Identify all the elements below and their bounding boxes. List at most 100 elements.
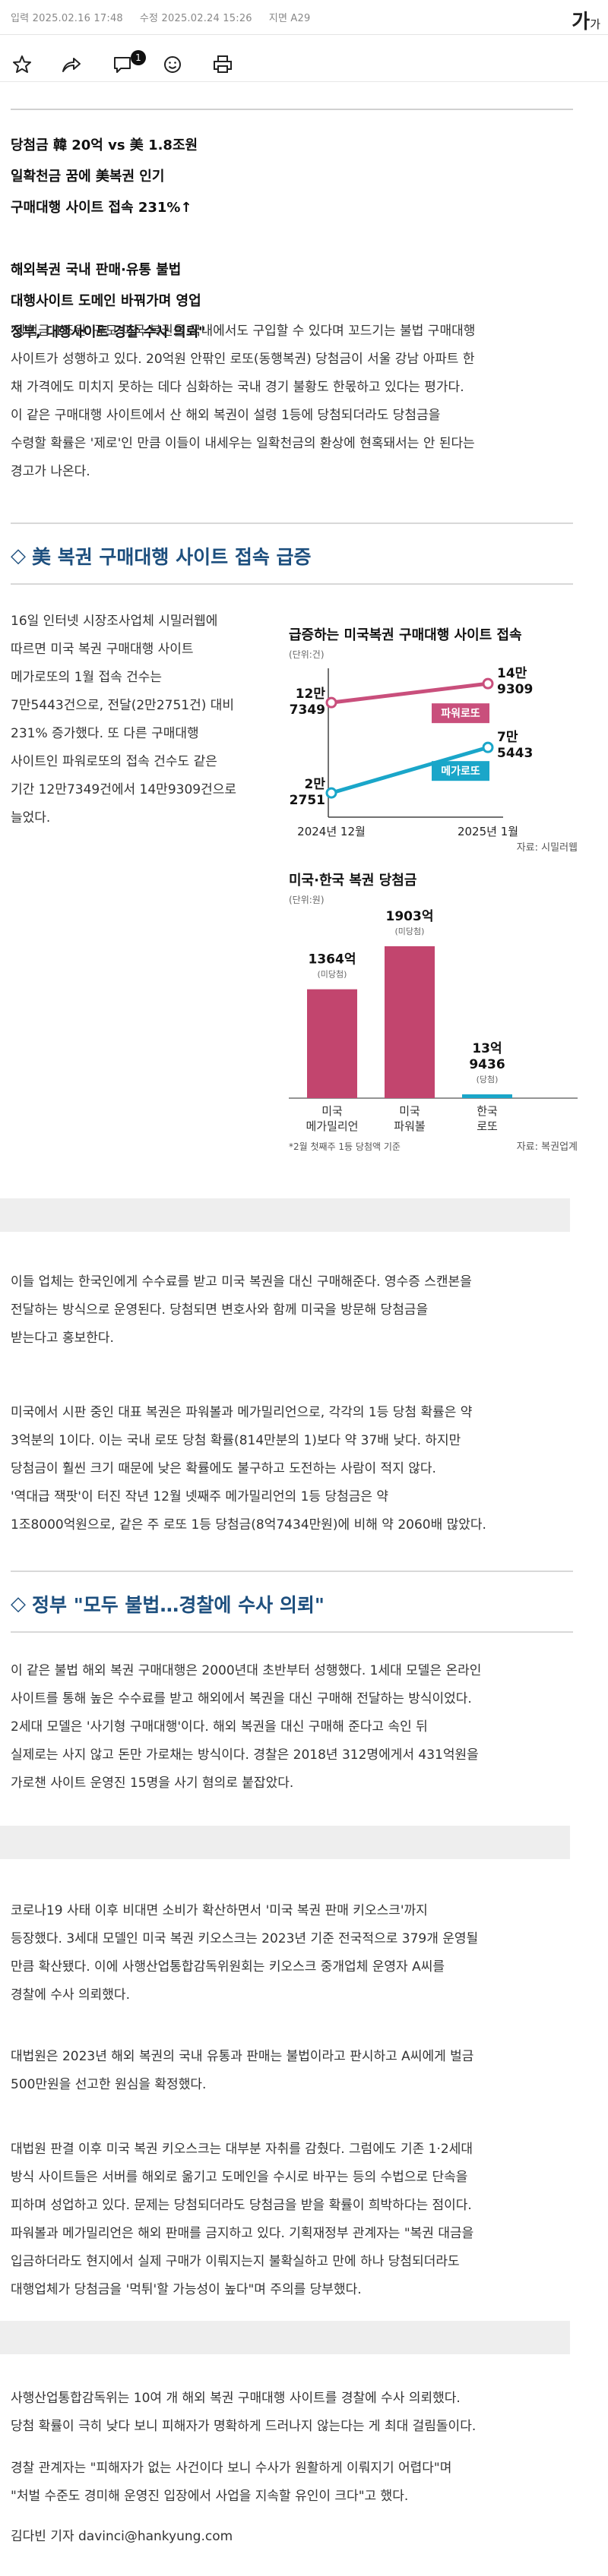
text-line: 피하며 성업하고 있다. 문제는 당첨되더라도 당첨금을 받을 확률이 희박하다…: [11, 2198, 472, 2213]
font-size-button[interactable]: 가가: [572, 6, 600, 34]
body-paragraph: '당첨금 1조원' 규모 미국 복권을 국내에서도 구입할 수 있다며 꼬드기는…: [11, 317, 590, 486]
text-line: 사행산업통합감독위는 10여 개 해외 복권 구매대행 사이트를 경찰에 수사 …: [11, 2391, 461, 2406]
bar: [462, 1094, 512, 1098]
bookmark-icon[interactable]: [11, 53, 33, 76]
text-line: 등장했다. 3세대 모델인 미국 복권 키오스크는 2023년 기준 전국적으로…: [11, 1931, 479, 1946]
body-paragraph: 대법원은 2023년 해외 복권의 국내 유통과 판매는 불법이라고 판시하고 …: [11, 2043, 590, 2099]
data-label: 7만 5443: [497, 730, 533, 761]
print-icon[interactable]: [211, 53, 234, 76]
bar: [307, 989, 357, 1098]
text-line: 231% 증가했다. 또 다른 구매대행: [11, 726, 199, 741]
text-line: 500만원을 선고한 원심을 확정했다.: [11, 2077, 207, 2092]
x-tick-label: 2025년 1월: [458, 825, 518, 838]
body-paragraph: 경찰 관계자는 "피해자가 없는 사건이다 보니 수사가 원활하게 이뤄지기 어…: [11, 2454, 590, 2511]
text-line: 만큼 확산됐다. 이에 사행산업통합감독위원회는 키오스크 중개업체 운영자 A…: [11, 1959, 445, 1975]
section-title-text: 정부 "모두 불법…경찰에 수사 의뢰": [32, 1594, 325, 1616]
text-line: 대법원 판결 이후 미국 복권 키오스크는 대부분 자취를 감췄다. 그럼에도 …: [11, 2142, 473, 2157]
section-divider: [11, 583, 573, 585]
ad-spacer-band: [0, 2321, 570, 2354]
bar-value-label: 1364억: [309, 952, 356, 968]
text-line: 파워볼과 메가밀리언은 해외 판매를 금지하고 있다. 기획재정부 관계자는 "…: [11, 2226, 474, 2241]
subheadline: 해외복권 국내 판매·유통 불법: [11, 262, 182, 278]
text-line: 16일 인터넷 시장조사업체 시밀러웹에: [11, 614, 218, 629]
text-line: 당첨금이 훨씬 크기 때문에 낮은 확률에도 불구하고 도전하는 사람이 적지 …: [11, 1461, 436, 1476]
article-subheadlines: 당첨금 韓 20억 vs 美 1.8조원 일확천금 꿈에 美복권 인기 구매대행…: [11, 109, 573, 348]
text-line: '당첨금 1조원' 규모 미국 복권을 국내에서도 구입할 수 있다며 꼬드기는…: [11, 324, 476, 339]
legend-label: 메가로또: [441, 766, 480, 778]
text-line: 대법원은 2023년 해외 복권의 국내 유통과 판매는 불법이라고 판시하고 …: [11, 2049, 474, 2064]
subheadline: 구매대행 사이트 접속 231%↑: [11, 200, 192, 216]
data-point: [482, 677, 494, 690]
text-line: 메가로또의 1월 접속 건수는: [11, 670, 163, 685]
text-line: 경고가 나온다.: [11, 464, 90, 479]
ad-spacer-band: [0, 1826, 570, 1859]
text-line: 이 같은 불법 해외 복권 구매대행은 2000년대 초반부터 성행했다. 1세…: [11, 1663, 482, 1678]
subheadline: 정부, 대행사이트 경찰 수사 의뢰": [11, 324, 206, 340]
legend-tag: [432, 703, 489, 724]
body-paragraph: 코로나19 사태 이후 비대면 소비가 확산하면서 '미국 복권 판매 키오스크…: [11, 1897, 590, 2009]
subheadline: 일확천금 꿈에 美복권 인기: [11, 169, 165, 185]
text-line: 채 가격에도 미치지 못하는 데다 심화하는 국내 경기 불황도 한몫하고 있다…: [11, 380, 464, 395]
text-line: 받는다고 홍보한다.: [11, 1331, 114, 1346]
text-line: 늘었다.: [11, 810, 51, 826]
share-icon[interactable]: [59, 53, 82, 76]
section-title: ◇ 美 복권 구매대행 사이트 접속 급증: [11, 542, 312, 570]
subheadline: 대행사이트 도메인 바꿔가며 영업: [11, 293, 201, 309]
body-paragraph: 이 같은 불법 해외 복권 구매대행은 2000년대 초반부터 성행했다. 1세…: [11, 1657, 590, 1798]
chart-footnote: *2월 첫째주 1등 당첨액 기준: [289, 1141, 401, 1152]
text-line: 미국에서 시판 중인 대표 복권은 파워볼과 메가밀리언으로, 각각의 1등 당…: [11, 1405, 473, 1420]
section-divider: [11, 1631, 573, 1633]
subheadline: 당첨금 韓 20억 vs 美 1.8조원: [11, 137, 198, 153]
data-point: [325, 696, 337, 709]
chart-source: 자료: 시밀러웹: [517, 842, 578, 854]
text-line: 수령할 확률은 '제로'인 만큼 이들이 내세우는 일확천금의 환상에 현혹돼서…: [11, 436, 475, 451]
text-line: 가로챈 사이트 운영진 15명을 사기 혐의로 붙잡았다.: [11, 1776, 294, 1791]
text-line: 경찰에 수사 의뢰했다.: [11, 1987, 130, 2003]
data-point: [482, 741, 494, 753]
comment-icon[interactable]: [111, 53, 134, 76]
bar: [385, 946, 435, 1098]
body-paragraph: 이들 업체는 한국인에게 수수료를 받고 미국 복권을 대신 구매해준다. 영수…: [11, 1268, 590, 1353]
text-line: 기간 12만7349건에서 14만9309건으로: [11, 782, 236, 797]
text-line: 코로나19 사태 이후 비대면 소비가 확산하면서 '미국 복권 판매 키오스크…: [11, 1903, 428, 1918]
series-line: [331, 681, 489, 705]
text-line: 실제로는 사지 않고 돈만 가로채는 방식이다. 경찰은 2018년 312명에…: [11, 1747, 479, 1763]
comment-count-badge: 1: [131, 50, 146, 65]
created-date: 입력 2025.02.16 17:48: [11, 13, 123, 24]
emoji-icon[interactable]: [161, 53, 184, 76]
chart-source: 자료: 복권업계: [517, 1141, 578, 1153]
bar-value-note: (미당첨): [395, 927, 425, 936]
text-line: 사이트가 성행하고 있다. 20억원 안팎인 로또(동행복권) 당첨금이 서울 …: [11, 352, 475, 367]
text-line: 대행업체가 당첨금을 '먹튀'할 가능성이 높다"며 주의를 당부했다.: [11, 2282, 362, 2297]
text-line: 2세대 모델은 '사기형 구매대행'이다. 해외 복권을 대신 구매해 준다고 …: [11, 1719, 428, 1735]
byline: 김다빈 기자 davinci@hankyung.com: [11, 2529, 233, 2544]
data-label: 12만 7349: [290, 687, 326, 718]
section-title-text: 美 복권 구매대행 사이트 접속 급증: [32, 546, 312, 568]
chart-unit-label: (단위:원): [289, 895, 325, 905]
data-point: [325, 787, 337, 799]
section-divider: [11, 522, 573, 524]
body-paragraph: 미국에서 시판 중인 대표 복권은 파워볼과 메가밀리언으로, 각각의 1등 당…: [11, 1399, 590, 1539]
bar-category-label: 미국 파워볼: [394, 1104, 425, 1133]
text-line: 이 같은 구매대행 사이트에서 산 해외 복권이 설령 1등에 당첨되더라도 당…: [11, 408, 441, 423]
bar-value-label: 1903억: [386, 909, 434, 924]
bar-value-note: (미당첨): [318, 970, 347, 980]
text-line: 이들 업체는 한국인에게 수수료를 받고 미국 복권을 대신 구매해준다. 영수…: [11, 1274, 472, 1290]
legend-label: 파워로또: [441, 708, 480, 720]
text-line: 1조8000억원으로, 같은 주 로또 1등 당첨금(8억7434만원)에 비해…: [11, 1517, 486, 1533]
data-label: 2만 2751: [290, 777, 326, 808]
bar-category-label: 한국 로또: [477, 1104, 498, 1133]
x-tick-label: 2024년 12월: [297, 825, 366, 838]
ad-spacer-band: [0, 1198, 570, 1232]
article-toolbar: 1: [0, 47, 608, 82]
text-line: 전달하는 방식으로 운영된다. 당첨되면 변호사와 함께 미국을 방문해 당첨금…: [11, 1302, 429, 1318]
chart-title: 급증하는 미국복권 구매대행 사이트 접속: [289, 627, 522, 643]
modified-date: 수정 2025.02.24 15:26: [139, 13, 252, 24]
body-paragraph: 사행산업통합감독위는 10여 개 해외 복권 구매대행 사이트를 경찰에 수사 …: [11, 2385, 590, 2441]
article-meta-bar: 입력 2025.02.16 17:48 수정 2025.02.24 15:26 …: [0, 0, 608, 35]
series-line: [331, 745, 489, 795]
text-line: '역대급 잭팟'이 터진 작년 12월 넷째주 메가밀리언의 1등 당첨금은 약: [11, 1489, 389, 1504]
bar-value-label: 13억 9436: [469, 1041, 505, 1072]
section-title: ◇ 정부 "모두 불법…경찰에 수사 의뢰": [11, 1590, 325, 1618]
infographic: 급증하는 미국복권 구매대행 사이트 접속 (단위:건) 12만 7349 14만 930…: [289, 627, 578, 1153]
